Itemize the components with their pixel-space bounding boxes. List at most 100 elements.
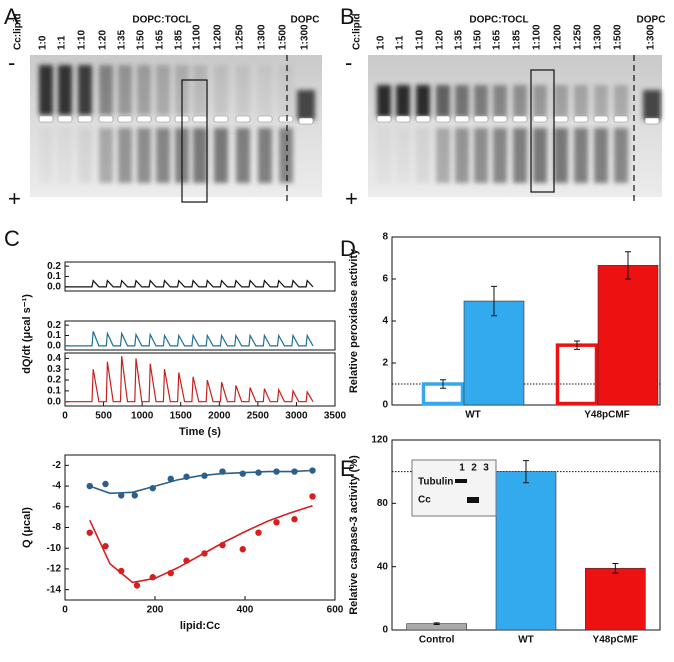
y-tick-label: 80: [377, 498, 389, 509]
lane-label: 1:300: [593, 24, 604, 50]
lane-label: 1:65: [492, 30, 503, 50]
x-axis-label: lipid:Cc: [180, 620, 220, 632]
gel-smear: [493, 128, 507, 183]
data-point: [239, 546, 246, 553]
bar: [597, 265, 659, 406]
y-tick-label: 40: [377, 561, 389, 572]
y-tick-label: 0.2: [47, 320, 61, 331]
x-tick-label: Y48pCMF: [593, 635, 639, 646]
y-tick-label: 0.4: [47, 353, 61, 364]
gel-well: [235, 115, 251, 123]
gel-smear: [436, 85, 450, 117]
data-point: [131, 492, 138, 499]
gel-smear: [554, 85, 568, 117]
gel-smear: [118, 128, 132, 183]
gel-smear: [455, 128, 469, 183]
inset-frame: [411, 459, 497, 517]
gel-header: DOPC:TOCL: [132, 15, 191, 26]
x-tick-label: 400: [237, 605, 254, 616]
gel-well: [492, 115, 508, 123]
lane-label: 1:20: [98, 30, 109, 50]
plot-frame: [64, 454, 336, 601]
y-tick-label: -4: [52, 481, 61, 492]
data-point: [102, 542, 109, 550]
lane-label: 1:1: [395, 35, 406, 50]
lane-label: 1:65: [155, 30, 166, 50]
gel-smear: [377, 85, 391, 117]
lane-label: 1:1: [57, 35, 68, 50]
gel-smear: [574, 85, 588, 117]
data-line: [65, 331, 314, 347]
data-point: [102, 480, 109, 488]
lane-label: 1:0: [38, 35, 49, 50]
polarity: -: [8, 50, 15, 75]
gel-well: [512, 115, 528, 123]
gel-well: [192, 115, 208, 123]
x-tick-label: 3500: [324, 411, 347, 422]
lane-label: 1:300: [300, 24, 311, 50]
polarity: -: [345, 50, 352, 75]
y-axis-label: Q (μcal): [21, 507, 33, 548]
gel-smear: [594, 128, 608, 183]
gel-smear: [493, 85, 507, 117]
y-tick-label: 0.0: [47, 340, 61, 351]
data-line: [65, 356, 314, 403]
data-point: [118, 492, 125, 499]
y-tick-label: -12: [47, 564, 62, 575]
gel-well: [57, 115, 73, 123]
gel-smear: [455, 85, 469, 117]
gel-smear: [214, 128, 228, 183]
gel-smear: [594, 85, 608, 117]
lane-label: 1:10: [415, 30, 426, 50]
gel-smear: [614, 85, 628, 117]
lane-label: 1:300: [257, 24, 268, 50]
x-tick-label: 600: [327, 605, 344, 616]
gel-smear: [58, 128, 72, 183]
gel-smear: [643, 90, 661, 120]
gel-well: [38, 115, 54, 123]
y-tick-label: 0.1: [47, 271, 61, 282]
lane-label: 1:250: [235, 24, 246, 50]
lane-label: 1:100: [192, 24, 203, 50]
panel-label: D: [340, 236, 356, 261]
y-tick-label: 4: [382, 316, 388, 327]
gel-smear: [78, 128, 92, 183]
x-tick-label: WT: [518, 635, 534, 646]
x-tick-label: 0: [62, 605, 68, 616]
highlight-box: [530, 69, 555, 193]
gel-smear: [193, 128, 207, 183]
inset-row: Cc: [418, 495, 431, 506]
y-tick-label: -14: [47, 584, 62, 595]
inset-lane: 3: [483, 463, 489, 474]
gel-well: [257, 115, 273, 123]
gel-well: [298, 117, 314, 125]
gel-smear: [474, 85, 488, 117]
data-point: [239, 470, 246, 477]
gel-smear: [156, 65, 170, 115]
y-tick-label: -10: [47, 543, 62, 554]
x-tick-label: 500: [95, 411, 112, 422]
bar: [463, 300, 525, 406]
gel-smear: [258, 65, 272, 115]
gel-smear: [39, 128, 53, 183]
data-point: [167, 475, 174, 483]
gel-smear: [99, 65, 113, 115]
polarity: +: [345, 186, 358, 211]
panel-label: A: [4, 4, 19, 29]
gel-smear: [214, 65, 228, 115]
gel-well: [573, 115, 589, 123]
data-line: [89, 469, 313, 495]
gel-well: [553, 115, 569, 123]
y-axis-label: dQ/dt (μcal s⁻¹): [21, 294, 33, 374]
bar: [555, 343, 599, 406]
blot-band: [467, 497, 479, 503]
gel-smear: [574, 128, 588, 183]
bar: [495, 471, 557, 631]
x-tick-label: 2000: [208, 411, 231, 422]
x-tick-label: Y48pCMF: [584, 410, 630, 421]
error-bar: [574, 340, 580, 350]
gel-smear: [99, 128, 113, 183]
lane-label: Cc:lipid: [13, 13, 24, 50]
gel-well: [117, 115, 133, 123]
lane-label: 1:50: [136, 30, 147, 50]
